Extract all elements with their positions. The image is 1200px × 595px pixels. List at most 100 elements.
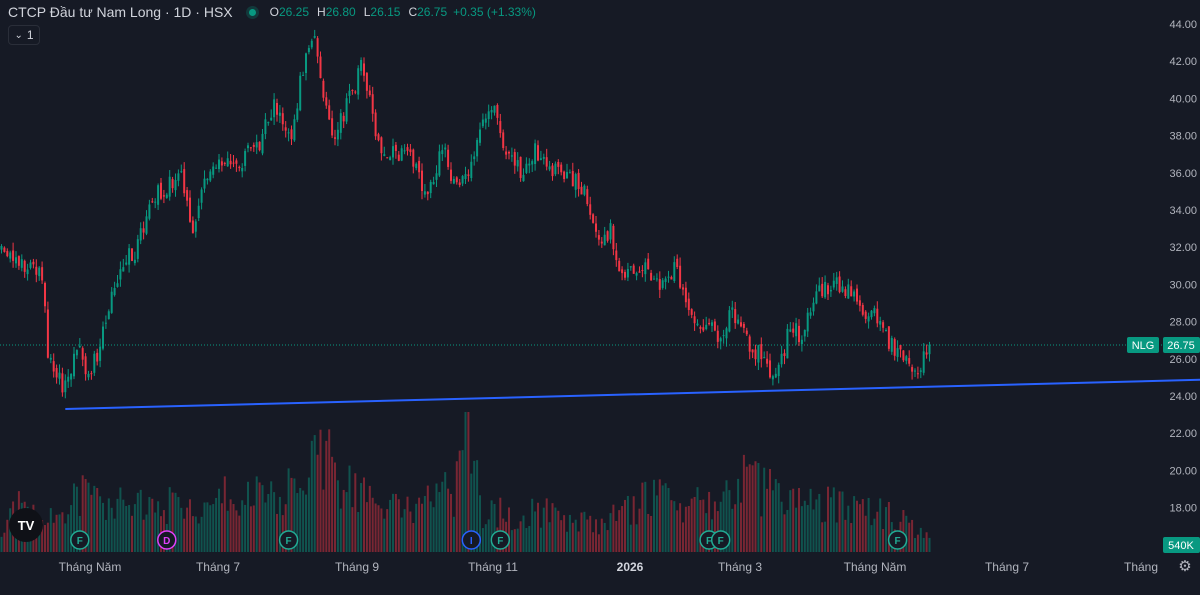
volume-bar <box>67 514 70 552</box>
y-tick-label: 28.00 <box>1169 317 1197 329</box>
candle-body <box>412 149 415 167</box>
volume-bar <box>145 514 148 552</box>
candle-body <box>104 322 107 324</box>
candle-body <box>264 119 267 135</box>
volume-bar <box>49 508 52 552</box>
volume-bar <box>142 519 145 552</box>
candle-body <box>885 329 887 331</box>
candle-body <box>415 163 418 169</box>
candle-body <box>368 90 371 96</box>
open-label: O <box>269 5 279 19</box>
volume-bar <box>803 500 806 552</box>
candle-body <box>322 80 325 98</box>
volume-bar <box>774 479 777 552</box>
high-label: H <box>317 5 326 19</box>
candle-body <box>821 283 824 297</box>
svg-text:F: F <box>895 536 901 547</box>
high-value: 26.80 <box>325 5 356 19</box>
volume-bar <box>180 507 183 552</box>
trendline[interactable] <box>65 378 1200 411</box>
candle-body <box>232 162 235 164</box>
volume-bar <box>621 506 624 552</box>
volume-bar <box>742 454 745 552</box>
volume-bar <box>731 508 734 552</box>
candle-body <box>58 372 61 379</box>
volume-bar <box>740 502 742 552</box>
candle-body <box>258 141 261 151</box>
candle-body <box>293 119 296 141</box>
volume-bar <box>435 483 438 552</box>
candle-body <box>824 281 827 298</box>
indicators-collapse-button[interactable]: ⌄ 1 <box>8 25 40 45</box>
volume-bar <box>261 485 264 552</box>
volume-bar <box>908 522 911 552</box>
candle-body <box>15 257 17 264</box>
volume-bar <box>519 521 522 552</box>
time-axis[interactable]: Tháng Năm Tháng 7 Tháng 9 Tháng 11 2026 Tháng… <box>59 560 1158 574</box>
volume-bar <box>461 450 464 552</box>
volume-bar <box>699 500 702 552</box>
volume-bar <box>551 503 554 552</box>
volume-bar <box>273 492 276 552</box>
candle-body <box>508 151 510 154</box>
candle-body <box>305 53 307 74</box>
symbol-legend[interactable]: CTCP Đầu tư Nam Long · 1D · HSX O 26.25 H… <box>8 3 536 21</box>
volume-bar <box>760 516 763 552</box>
volume-bar <box>612 504 615 552</box>
volume-label: 540K <box>1163 537 1200 553</box>
candle-body <box>119 269 122 280</box>
volume-bar <box>481 528 484 552</box>
volume-bar <box>589 515 592 552</box>
volume-bar <box>658 479 661 552</box>
candle-body <box>641 270 644 272</box>
volume-bar <box>58 514 61 552</box>
y-tick-label: 18.00 <box>1169 503 1197 515</box>
symbol-tag <box>1127 337 1159 353</box>
volume-bar <box>864 515 867 552</box>
candle-body <box>447 149 450 167</box>
volume-bar <box>595 519 597 552</box>
candle-body <box>887 326 890 349</box>
volume-bar <box>577 531 580 552</box>
volume-bar <box>560 520 563 552</box>
candle-body <box>716 330 719 342</box>
tradingview-logo-icon[interactable]: TV <box>9 508 43 542</box>
candle-body <box>273 99 276 118</box>
candle-body <box>922 351 925 373</box>
volume-bar <box>328 429 331 552</box>
gear-icon[interactable]: ⚙ <box>1178 558 1192 575</box>
candle-body <box>299 75 302 111</box>
candle-body <box>458 182 461 186</box>
volume-tag <box>1163 537 1200 553</box>
volume-bar <box>734 504 737 552</box>
volume-bar <box>800 506 803 552</box>
volume-bar <box>339 508 342 552</box>
candle-body <box>183 169 186 194</box>
change-value: +0.35 (+1.33%) <box>453 5 536 19</box>
volume-bar <box>6 519 9 552</box>
candle-body <box>905 356 908 361</box>
candle-body <box>844 289 847 297</box>
volume-bar <box>853 496 856 552</box>
candle-body <box>267 122 270 124</box>
candle-body <box>310 40 313 48</box>
price-axis[interactable]: 44.00 42.00 40.00 38.00 36.00 34.00 32.00 30.00… <box>1169 19 1197 515</box>
candle-body <box>809 312 812 316</box>
volume-bar <box>325 440 328 552</box>
chevron-down-icon: ⌄ <box>14 29 23 41</box>
volume-bar <box>606 530 609 552</box>
y-tick-label: 34.00 <box>1169 205 1197 217</box>
volume-bar <box>583 511 586 552</box>
symbol-title[interactable]: CTCP Đầu tư Nam Long · 1D · HSX <box>8 4 233 20</box>
volume-bar <box>122 499 125 552</box>
candle-body <box>186 190 189 201</box>
candle-body <box>357 68 360 95</box>
candle-body <box>52 361 55 372</box>
candle-body <box>409 149 412 153</box>
candle-body <box>673 262 676 281</box>
event-marker-financials: F <box>70 530 90 550</box>
volume-bar <box>290 477 293 552</box>
